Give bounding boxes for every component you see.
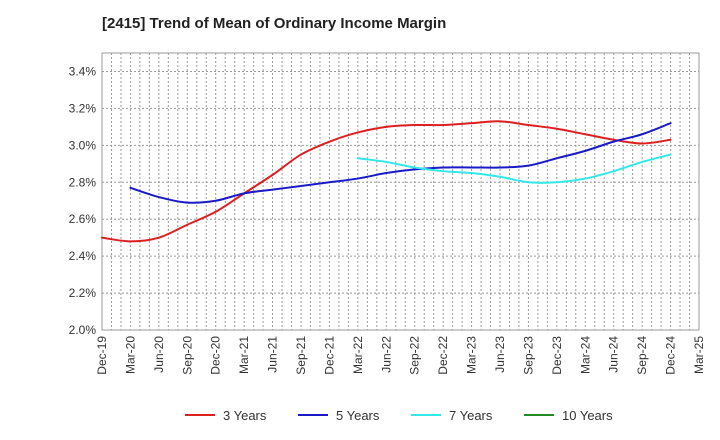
x-tick-label: Mar-25 bbox=[692, 336, 706, 374]
x-tick-label: Jun-20 bbox=[152, 336, 166, 373]
x-tick-label: Jun-22 bbox=[379, 336, 393, 373]
x-axis: Dec-19 Mar-20 Jun-20 Sep-20 Dec-20 Mar-21 Jun-… bbox=[95, 336, 706, 375]
x-tick-label: Mar-22 bbox=[351, 336, 365, 374]
x-tick-label: Jun-24 bbox=[607, 336, 621, 373]
x-tick-label: Mar-23 bbox=[465, 336, 479, 374]
grid-layer bbox=[102, 53, 699, 330]
y-tick-label: 2.6% bbox=[69, 212, 97, 226]
legend-label: 3 Years bbox=[223, 408, 267, 423]
plot-frame bbox=[101, 52, 700, 331]
y-tick-label: 3.0% bbox=[69, 138, 97, 152]
x-tick-label: Dec-22 bbox=[436, 336, 450, 375]
x-tick-label: Jun-23 bbox=[493, 336, 507, 373]
y-tick-label: 2.0% bbox=[69, 323, 97, 337]
series-layer bbox=[101, 120, 672, 243]
y-tick-label: 3.4% bbox=[69, 64, 97, 78]
x-tick-label: Mar-21 bbox=[237, 336, 251, 374]
x-tick-label: Mar-20 bbox=[123, 336, 137, 374]
x-tick-label: Dec-19 bbox=[95, 336, 109, 375]
x-tick-label: Sep-21 bbox=[294, 336, 308, 375]
y-axis: 2.0% 2.2% 2.4% 2.6% 2.8% 3.0% 3.2% 3.4% bbox=[69, 64, 97, 337]
y-tick-label: 3.2% bbox=[69, 101, 97, 115]
x-tick-label: Dec-21 bbox=[322, 336, 336, 375]
legend-label: 5 Years bbox=[336, 408, 380, 423]
y-tick-label: 2.2% bbox=[69, 286, 97, 300]
x-tick-label: Sep-22 bbox=[408, 336, 422, 375]
x-tick-label: Jun-21 bbox=[266, 336, 280, 373]
chart-title: [2415] Trend of Mean of Ordinary Income … bbox=[102, 15, 447, 32]
x-tick-label: Sep-24 bbox=[635, 336, 649, 375]
x-tick-label: Dec-24 bbox=[664, 336, 678, 375]
series-line-5-years bbox=[129, 122, 672, 204]
x-tick-label: Dec-20 bbox=[209, 336, 223, 375]
x-tick-label: Dec-23 bbox=[550, 336, 564, 375]
legend: 3 Years 5 Years 7 Years 10 Years bbox=[185, 408, 613, 423]
x-tick-label: Sep-20 bbox=[180, 336, 194, 375]
x-tick-label: Sep-23 bbox=[521, 336, 535, 375]
x-tick-label: Mar-24 bbox=[578, 336, 592, 374]
legend-label: 10 Years bbox=[562, 408, 613, 423]
legend-label: 7 Years bbox=[449, 408, 493, 423]
y-tick-label: 2.4% bbox=[69, 249, 97, 263]
series-line-7-years bbox=[356, 153, 672, 184]
y-tick-label: 2.8% bbox=[69, 175, 97, 189]
series-line-3-years bbox=[101, 120, 672, 243]
